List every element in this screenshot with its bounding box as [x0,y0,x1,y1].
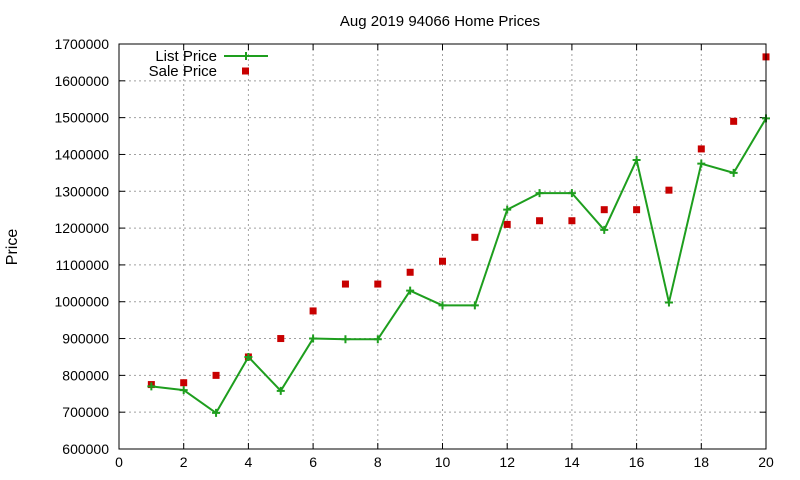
y-tick-label: 700000 [62,404,109,420]
list-price-point [147,382,156,391]
list-price-point [470,301,479,310]
y-tick-label: 1400000 [54,146,109,162]
y-axis-label: Price [4,229,21,266]
sale-price-point [277,335,285,343]
sale-price-point [697,145,705,153]
y-tick-label: 1700000 [54,36,109,52]
list-price-point [373,335,382,344]
x-axis-ticks: 0 2 4 6 8 10 12 14 16 18 20 [115,44,774,470]
x-tick-label: 20 [758,454,774,470]
legend-marker-sale-price [242,67,249,75]
list-price-point [697,159,706,168]
sale-price-point [309,307,317,315]
list-price-point [535,189,544,198]
list-price-point [729,168,738,177]
series-layer [147,53,770,417]
y-tick-label: 1300000 [54,183,109,199]
sale-price-point [536,217,544,225]
chart-title: Aug 2019 94066 Home Prices [340,13,540,30]
x-tick-label: 8 [374,454,382,470]
list-price-point [438,301,447,310]
sale-price-point [212,371,220,379]
y-tick-label: 900000 [62,331,109,347]
grid [119,44,766,449]
sale-price-point [341,280,349,288]
y-tick-label: 1000000 [54,294,109,310]
y-tick-label: 1200000 [54,220,109,236]
legend-marker-list-price [242,52,250,60]
x-tick-label: 2 [180,454,188,470]
list-price-line [151,117,767,414]
sale-price-point [406,268,414,276]
sale-price-point [730,117,738,125]
x-tick-label: 10 [435,454,451,470]
list-price-point [309,334,318,343]
list-price-point [567,189,576,198]
y-axis-ticks: 600000 700000 800000 900000 1000000 1100000 12… [54,36,766,457]
sale-price-point [374,280,382,288]
x-tick-label: 14 [564,454,580,470]
y-tick-label: 1500000 [54,110,109,126]
sale-price-point [600,206,608,214]
x-tick-label: 12 [499,454,515,470]
sale-price-point [439,257,446,265]
y-tick-label: 600000 [62,441,109,457]
sale-price-point [471,233,479,241]
y-tick-label: 1600000 [54,73,109,89]
x-tick-label: 6 [309,454,317,470]
list-price-point [179,386,188,395]
x-tick-label: 4 [245,454,253,470]
list-price-point [276,386,285,395]
list-price-point [341,335,350,344]
legend: List Price Sale Price [149,48,268,80]
list-price-point [406,286,415,295]
sale-price-point [665,186,673,194]
sale-price-point [568,217,576,225]
sale-price-point [503,220,511,228]
plot-frame [118,43,767,450]
sale-price-point [633,206,641,214]
list-price-point [244,352,253,361]
list-price-point [632,155,641,164]
list-price-point [503,205,512,214]
legend-label-sale-price: Sale Price [149,63,217,80]
list-price-point [212,408,221,417]
y-tick-label: 1100000 [56,257,110,273]
list-price-point [664,298,673,307]
x-tick-label: 18 [694,454,710,470]
y-tick-label: 800000 [62,367,109,383]
list-price-point [600,225,609,234]
sale-price-point [180,379,188,387]
x-tick-label: 0 [115,454,123,470]
x-tick-label: 16 [629,454,645,470]
legend-label-list-price: List Price [155,48,217,65]
